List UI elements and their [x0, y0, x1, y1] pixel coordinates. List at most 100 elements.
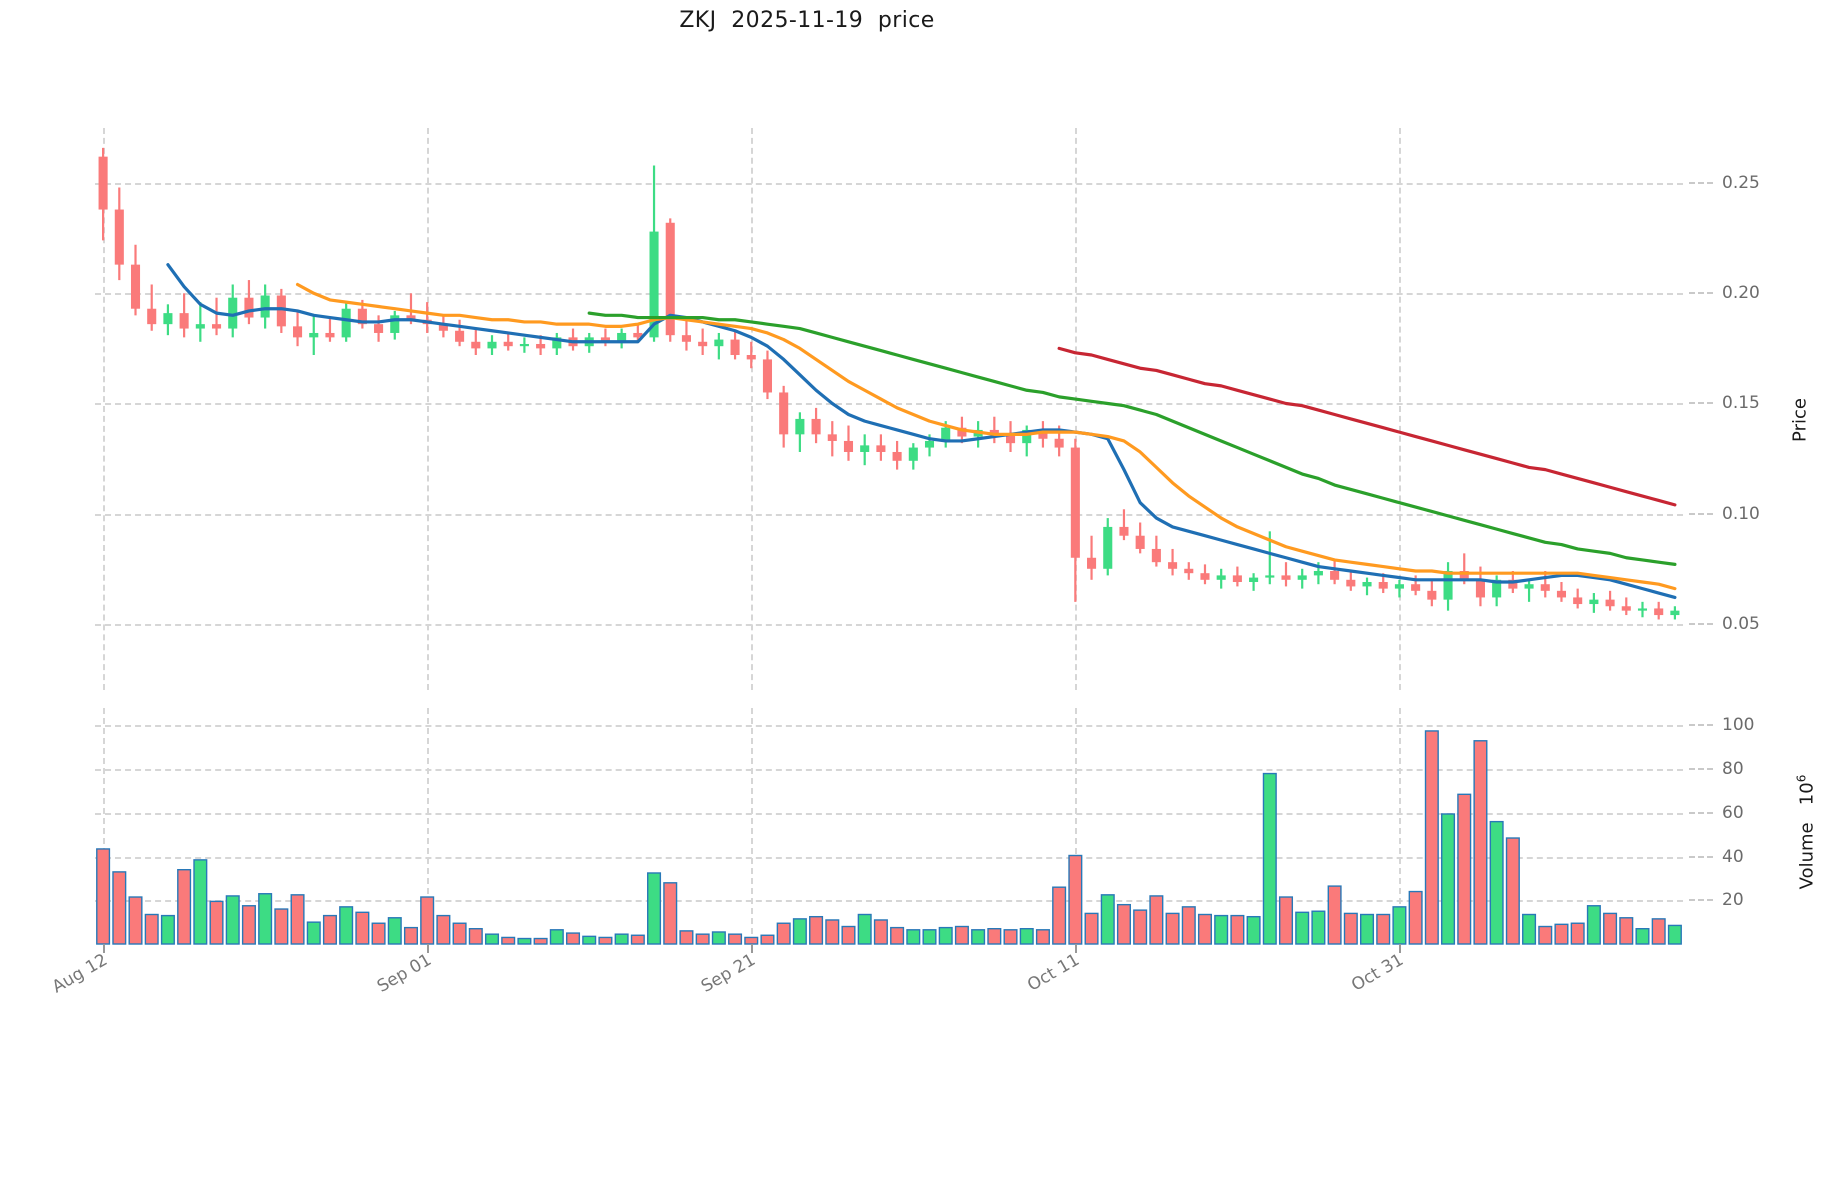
candle-body — [406, 315, 416, 320]
volume-bar — [1522, 913, 1537, 945]
volume-gridline-vertical — [1399, 708, 1402, 944]
volume-bars-plot — [96, 730, 1682, 945]
candle-body — [1022, 429, 1032, 444]
candle-body — [1605, 599, 1615, 607]
candle-body — [309, 332, 319, 338]
candle-body — [1346, 579, 1356, 587]
candle-body — [779, 392, 789, 435]
candle-body — [1443, 570, 1453, 600]
volume-bar — [566, 932, 581, 945]
tick-dash — [1689, 768, 1713, 771]
candle-body — [1184, 568, 1194, 574]
tick-dash — [1689, 622, 1713, 625]
volume-bar — [792, 918, 807, 945]
candle-body — [179, 313, 189, 329]
volume-bar — [1570, 922, 1585, 945]
candle-body — [325, 332, 335, 338]
volume-bar — [452, 922, 467, 945]
candle-body — [1378, 582, 1388, 589]
volume-bar — [987, 928, 1002, 945]
candle-body — [811, 418, 821, 435]
volume-bar — [954, 925, 969, 945]
volume-bar — [209, 900, 224, 945]
candle-body — [1459, 570, 1469, 580]
candle-body — [276, 295, 286, 327]
volume-bar — [1035, 929, 1050, 945]
candle-body — [908, 447, 918, 461]
candle-body — [390, 315, 400, 333]
price-gridline-vertical — [427, 128, 430, 690]
moving-average-line — [587, 311, 1677, 566]
volume-bar — [128, 896, 143, 945]
volume-bar — [971, 929, 986, 945]
volume-bar — [1603, 912, 1618, 945]
candle-body — [519, 343, 529, 347]
volume-bar — [1295, 911, 1310, 945]
volume-bar — [1052, 886, 1067, 945]
volume-bar — [177, 869, 192, 945]
candle-body — [552, 337, 562, 349]
volume-gridline — [95, 812, 1683, 815]
volume-bar — [1197, 913, 1212, 945]
candle-body — [876, 445, 886, 452]
x-tick-label: Oct 11 — [1024, 950, 1084, 996]
candle-body — [1151, 548, 1161, 563]
volume-bar — [873, 919, 888, 945]
candle-body — [1330, 570, 1340, 580]
tick-dash — [1689, 182, 1713, 185]
volume-bar — [1133, 909, 1148, 945]
price-gridline — [95, 183, 1683, 186]
x-tick-mark — [427, 944, 430, 953]
volume-axis-exponent: 6 — [1794, 774, 1809, 783]
price-gridline-vertical — [103, 128, 106, 690]
volume-y-tick: 20 — [1689, 890, 1744, 910]
candle-body — [1411, 584, 1421, 591]
volume-bar — [711, 931, 726, 945]
candle-body — [357, 308, 367, 325]
volume-bar — [776, 922, 791, 945]
volume-bar — [938, 926, 953, 945]
volume-y-tick-label: 20 — [1722, 890, 1744, 911]
price-y-tick: 0.10 — [1689, 504, 1760, 524]
volume-y-tick-label: 40 — [1722, 846, 1744, 867]
price-y-tick-label: 0.15 — [1722, 393, 1760, 414]
price-gridline — [95, 513, 1683, 516]
volume-bar — [857, 913, 872, 945]
volume-bar — [1278, 896, 1294, 945]
volume-gridline-vertical — [427, 708, 430, 944]
volume-bar — [1392, 906, 1407, 945]
volume-bar — [647, 872, 662, 945]
volume-bar — [809, 915, 824, 945]
candle-body — [924, 440, 935, 448]
volume-bar — [1360, 913, 1375, 945]
price-y-tick: 0.20 — [1689, 283, 1760, 303]
candle-body — [957, 427, 967, 437]
volume-bar — [306, 921, 321, 945]
volume-bar — [598, 936, 613, 945]
volume-bar — [1554, 923, 1569, 945]
volume-bar — [1149, 895, 1164, 945]
volume-y-tick: 60 — [1689, 803, 1744, 823]
candle-body — [293, 326, 303, 338]
volume-bar — [1635, 928, 1650, 945]
volume-y-tick: 40 — [1689, 847, 1744, 867]
volume-bar — [841, 925, 856, 945]
candle-body — [130, 264, 141, 309]
price-axis-label: Price — [1789, 398, 1811, 442]
volume-bar — [355, 911, 370, 945]
volume-bar — [1538, 925, 1553, 945]
volume-bar — [1619, 917, 1634, 945]
volume-y-tick-label: 100 — [1722, 715, 1755, 736]
tick-dash — [1689, 292, 1713, 295]
tick-dash — [1689, 402, 1713, 405]
candle-body — [860, 445, 870, 452]
volume-bar — [1424, 730, 1439, 945]
candle-body — [1119, 526, 1129, 536]
candle-body — [1394, 584, 1404, 589]
price-y-tick-label: 0.05 — [1722, 613, 1760, 634]
candle-body — [1087, 557, 1097, 569]
page-title: ZKJ 2025-11-19 price — [679, 8, 935, 33]
volume-bar — [1586, 905, 1601, 945]
tick-dash — [1689, 899, 1713, 902]
candle-body — [1313, 570, 1323, 576]
